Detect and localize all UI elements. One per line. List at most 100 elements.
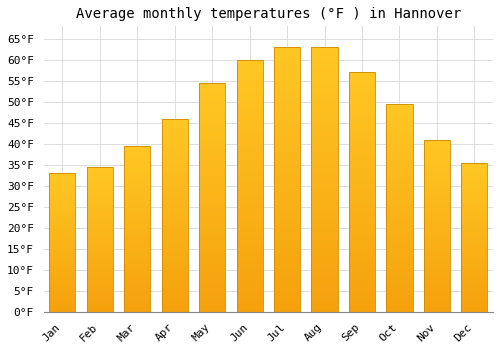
- Bar: [50, 211, 76, 212]
- Bar: [124, 197, 150, 199]
- Bar: [162, 281, 188, 283]
- Bar: [199, 97, 226, 99]
- Bar: [424, 210, 450, 212]
- Bar: [236, 143, 262, 146]
- Bar: [162, 210, 188, 211]
- Bar: [86, 226, 113, 228]
- Bar: [386, 141, 412, 144]
- Bar: [162, 202, 188, 204]
- Bar: [274, 76, 300, 79]
- Bar: [386, 183, 412, 185]
- Bar: [86, 239, 113, 241]
- Bar: [199, 275, 226, 278]
- Bar: [162, 256, 188, 258]
- Bar: [124, 239, 150, 240]
- Bar: [386, 310, 412, 312]
- Bar: [349, 271, 375, 274]
- Bar: [274, 278, 300, 280]
- Bar: [312, 105, 338, 108]
- Bar: [424, 177, 450, 179]
- Bar: [386, 279, 412, 281]
- Bar: [349, 104, 375, 106]
- Bar: [50, 259, 76, 261]
- Bar: [386, 160, 412, 162]
- Bar: [424, 202, 450, 203]
- Bar: [199, 268, 226, 271]
- Bar: [461, 267, 487, 269]
- Bar: [162, 299, 188, 300]
- Bar: [274, 185, 300, 188]
- Bar: [162, 266, 188, 267]
- Bar: [312, 225, 338, 227]
- Bar: [274, 111, 300, 113]
- Bar: [461, 240, 487, 242]
- Bar: [312, 267, 338, 270]
- Bar: [86, 210, 113, 212]
- Bar: [236, 60, 262, 62]
- Bar: [312, 63, 338, 66]
- Bar: [424, 283, 450, 285]
- Bar: [461, 269, 487, 270]
- Bar: [162, 229, 188, 231]
- Bar: [236, 304, 262, 307]
- Bar: [274, 113, 300, 116]
- Bar: [50, 228, 76, 229]
- Bar: [424, 140, 450, 141]
- Bar: [199, 294, 226, 296]
- Bar: [86, 172, 113, 173]
- Bar: [424, 209, 450, 210]
- Bar: [424, 212, 450, 214]
- Bar: [424, 154, 450, 155]
- Bar: [349, 161, 375, 163]
- Bar: [236, 214, 262, 216]
- Bar: [312, 301, 338, 304]
- Bar: [386, 268, 412, 270]
- Bar: [461, 255, 487, 257]
- Bar: [424, 260, 450, 262]
- Bar: [424, 184, 450, 186]
- Bar: [199, 129, 226, 131]
- Bar: [461, 248, 487, 249]
- Bar: [199, 303, 226, 305]
- Bar: [50, 182, 76, 183]
- Bar: [424, 195, 450, 197]
- Bar: [461, 206, 487, 208]
- Bar: [199, 138, 226, 140]
- Bar: [50, 295, 76, 297]
- Bar: [50, 220, 76, 222]
- Bar: [86, 241, 113, 243]
- Bar: [274, 225, 300, 227]
- Bar: [349, 84, 375, 87]
- Bar: [86, 178, 113, 180]
- Bar: [162, 134, 188, 136]
- Bar: [50, 254, 76, 255]
- Bar: [199, 197, 226, 200]
- Bar: [124, 149, 150, 151]
- Bar: [162, 264, 188, 266]
- Bar: [50, 222, 76, 223]
- Bar: [236, 302, 262, 304]
- Bar: [386, 208, 412, 210]
- Bar: [312, 124, 338, 127]
- Bar: [124, 193, 150, 194]
- Bar: [386, 139, 412, 141]
- Bar: [461, 194, 487, 196]
- Bar: [199, 120, 226, 122]
- Bar: [199, 184, 226, 186]
- Bar: [274, 92, 300, 95]
- Bar: [349, 163, 375, 166]
- Bar: [349, 245, 375, 247]
- Bar: [461, 266, 487, 267]
- Bar: [386, 175, 412, 177]
- Bar: [236, 186, 262, 188]
- Bar: [199, 307, 226, 310]
- Bar: [124, 309, 150, 310]
- Bar: [86, 285, 113, 286]
- Bar: [312, 113, 338, 116]
- Bar: [162, 215, 188, 217]
- Bar: [461, 211, 487, 212]
- Bar: [124, 305, 150, 307]
- Bar: [349, 221, 375, 223]
- Bar: [50, 288, 76, 290]
- Bar: [199, 113, 226, 115]
